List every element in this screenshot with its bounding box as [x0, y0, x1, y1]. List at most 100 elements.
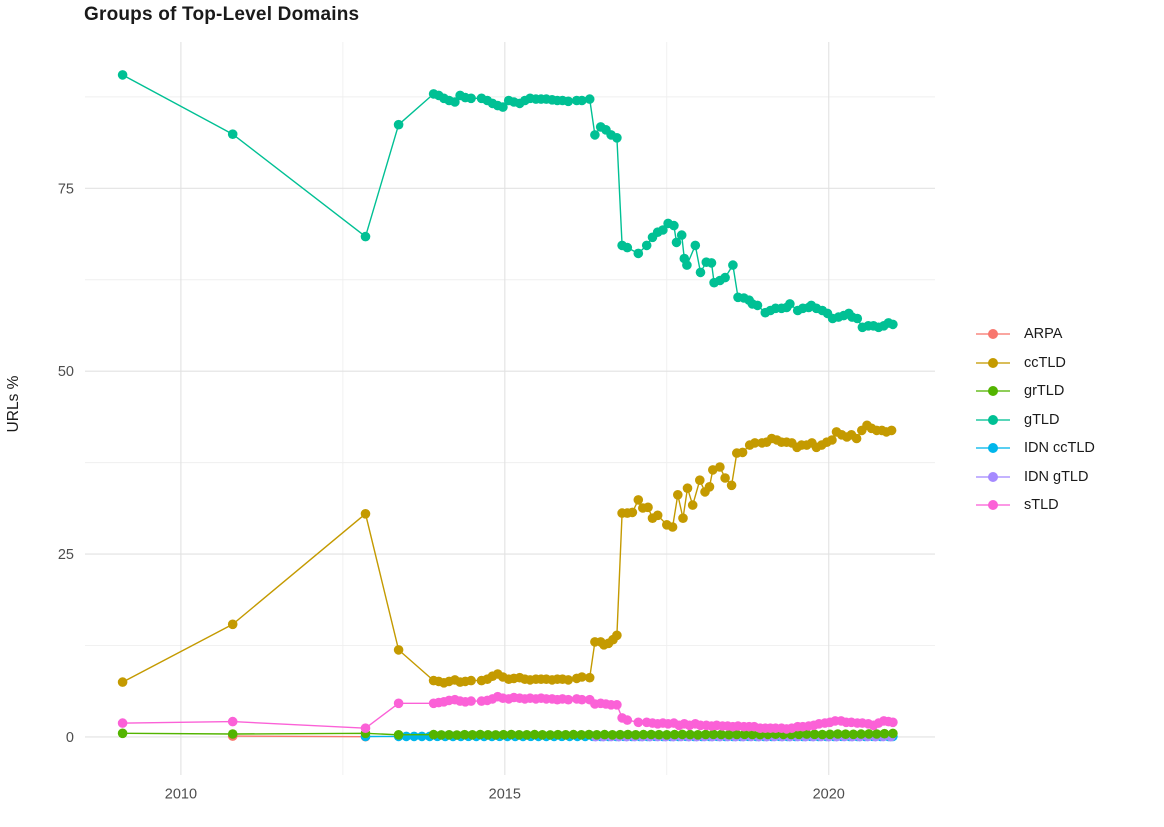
y-tick-label: 75 [58, 181, 74, 197]
data-point-stld [622, 715, 633, 725]
data-point-cctld [612, 630, 622, 641]
data-point-grtld [459, 729, 470, 740]
legend-item-stld: sTLD [976, 491, 1095, 520]
y-tick-label: 25 [58, 547, 74, 563]
data-point-grtld [444, 730, 454, 740]
legend-item-arpa: ARPA [976, 320, 1095, 349]
data-point-grtld [724, 729, 734, 740]
data-point-gtld [720, 272, 730, 283]
data-point-grtld [825, 729, 835, 740]
data-point-grtld [560, 730, 571, 740]
data-point-cctld [678, 513, 688, 523]
data-point-grtld [848, 729, 859, 740]
x-tick-label: 2015 [489, 787, 521, 803]
data-point-grtld [584, 729, 594, 740]
data-point-gtld [676, 230, 687, 240]
data-point-cctld [715, 462, 725, 472]
data-point-gtld [669, 220, 679, 231]
data-point-grtld [545, 730, 555, 740]
chart-title: Groups of Top-Level Domains [84, 4, 360, 25]
data-point-gtld [671, 237, 682, 248]
data-point-gtld [658, 225, 668, 235]
data-point-cctld [750, 438, 760, 448]
legend-item-gtld: gTLD [976, 406, 1095, 435]
legend-item-idn-cctld: IDN ccTLD [976, 434, 1095, 463]
data-point-cctld [633, 495, 644, 505]
data-point-grtld [693, 730, 703, 740]
data-point-grtld [833, 729, 843, 739]
data-point-gtld [612, 133, 622, 143]
data-point-grtld [393, 730, 404, 740]
data-point-grtld [623, 729, 633, 740]
data-point-gtld [682, 260, 692, 270]
data-point-grtld [607, 730, 618, 740]
data-point-cctld [687, 500, 698, 510]
data-point-gtld [695, 267, 706, 278]
data-point-cctld [577, 672, 587, 682]
data-point-grtld [708, 729, 719, 740]
data-point-grtld [840, 729, 851, 739]
data-point-stld [633, 717, 644, 728]
data-point-grtld [522, 730, 532, 740]
data-point-cctld [652, 510, 663, 521]
data-point-cctld [851, 433, 862, 444]
legend-label: grTLD [1024, 383, 1065, 400]
data-point-grtld [475, 729, 486, 740]
data-point-grtld [716, 729, 726, 740]
data-point-grtld [638, 729, 649, 740]
data-point-cctld [726, 480, 737, 491]
data-point-grtld [732, 729, 742, 740]
data-point-cctld [627, 507, 638, 518]
data-point-gtld [690, 240, 701, 251]
data-point-grtld [630, 730, 641, 740]
data-point-grtld [576, 730, 587, 740]
data-point-grtld [483, 730, 493, 740]
data-point-grtld [529, 729, 540, 740]
legend-key-dot [988, 500, 998, 511]
data-point-grtld [467, 730, 478, 740]
data-point-gtld [641, 240, 652, 251]
legend-label: gTLD [1024, 411, 1060, 428]
y-tick-label: 0 [66, 730, 74, 746]
data-point-gtld [706, 258, 717, 268]
data-point-cctld [643, 502, 653, 513]
data-point-cctld [720, 473, 730, 483]
data-point-grtld [227, 729, 238, 739]
data-point-grtld [700, 729, 711, 740]
data-point-grtld [685, 729, 695, 740]
data-point-grtld [514, 730, 524, 740]
data-point-grtld [654, 729, 664, 740]
data-point-gtld [563, 96, 574, 107]
data-point-gtld [852, 313, 863, 324]
data-point-gtld [785, 299, 795, 309]
data-point-stld [227, 716, 238, 727]
legend-key-dot [988, 386, 998, 397]
data-point-grtld [553, 729, 563, 740]
legend-key-icon [976, 467, 1010, 487]
data-point-stld [393, 698, 404, 709]
legend-key-icon [976, 438, 1010, 458]
legend-label: ccTLD [1024, 354, 1066, 371]
legend-key-dot [988, 471, 998, 482]
data-point-gtld [633, 248, 644, 259]
data-point-stld [888, 717, 898, 728]
data-point-gtld [117, 70, 128, 80]
legend-key-icon [976, 410, 1010, 430]
data-point-cctld [682, 483, 693, 494]
data-point-gtld [498, 102, 508, 112]
data-point-gtld [584, 94, 595, 104]
data-point-grtld [817, 729, 828, 740]
data-point-grtld [888, 728, 898, 739]
data-point-gtld [752, 300, 763, 311]
data-point-grtld [646, 729, 656, 740]
data-point-grtld [498, 729, 509, 740]
legend-key-icon [976, 381, 1010, 401]
data-point-grtld [568, 729, 579, 740]
legend-label: IDN ccTLD [1024, 440, 1095, 457]
data-point-grtld [864, 729, 874, 739]
data-point-grtld [662, 730, 672, 740]
data-point-stld [466, 696, 476, 706]
data-point-grtld [592, 730, 602, 740]
